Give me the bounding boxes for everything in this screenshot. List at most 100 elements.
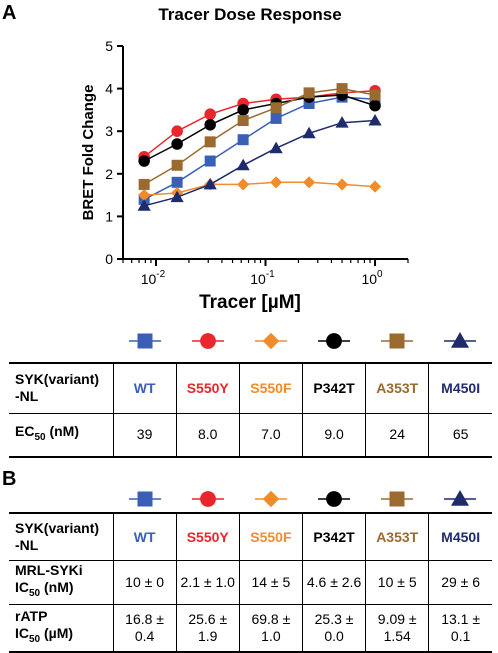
- symbol-p342t: [318, 332, 351, 349]
- mrl-a353t: 10 ± 5: [365, 559, 430, 605]
- symbol-marker: [451, 331, 470, 348]
- point-a353t: [204, 136, 216, 148]
- point-p342t: [171, 138, 183, 150]
- symbol-s550f: [254, 332, 287, 349]
- ec50-s550f: 7.0: [238, 412, 303, 458]
- point-wt: [270, 112, 282, 124]
- symbol-s550y: [191, 332, 224, 349]
- point-m450i: [137, 199, 151, 211]
- ratp-p342t: 25.3 ± 0.0: [301, 603, 367, 653]
- point-wt: [204, 155, 216, 167]
- mrl-p342t: 4.6 ± 2.6: [301, 559, 367, 605]
- row-label-variant: SYK(variant) -NL: [9, 362, 114, 414]
- point-a353t: [336, 83, 348, 95]
- x-axis-label: Tracer [µM]: [199, 292, 301, 313]
- ec50-p342t: 9.0: [301, 412, 367, 458]
- y-tick-label: 2: [105, 166, 113, 182]
- symbol-marker: [389, 333, 405, 348]
- symbol-m450i: [444, 331, 477, 348]
- y-tick-label: 1: [105, 208, 113, 224]
- ec50-a353t: 24: [365, 412, 430, 458]
- variant-b-p342t: P342T: [301, 512, 367, 561]
- point-m450i: [368, 113, 382, 126]
- row-label-ratp: rATP IC50 (µM): [9, 603, 114, 653]
- symbol-marker: [262, 490, 280, 507]
- symbol-b-m450i: [444, 489, 477, 506]
- point-m450i: [302, 126, 316, 139]
- ec50-wt: 39: [112, 412, 177, 458]
- symbol-marker: [137, 491, 153, 506]
- x-tick-label: 10-2: [141, 269, 166, 287]
- variant-b-a353t: A353T: [365, 512, 430, 561]
- variant-b-wt: WT: [112, 512, 177, 561]
- variant-b-m450i: M450I: [428, 512, 492, 561]
- point-s550y: [171, 125, 183, 137]
- panel-a-letter: A: [2, 2, 17, 24]
- ec50-table: [9, 322, 492, 362]
- point-m450i: [203, 177, 217, 190]
- variant-name-s550f: S550F: [238, 362, 303, 414]
- y-tick-label: 3: [105, 123, 113, 139]
- variant-name-row: SYK(variant) -NL WT S550Y S550F P342T A3…: [9, 362, 492, 414]
- point-a353t: [270, 102, 282, 114]
- ratp-s550y: 25.6 ± 1.9: [175, 603, 240, 653]
- row-label-variant-b: SYK(variant) -NL: [9, 512, 114, 561]
- symbol-marker: [326, 332, 342, 349]
- chart-title: Tracer Dose Response: [158, 5, 341, 24]
- symbol-b-p342t: [318, 490, 351, 507]
- point-m450i: [269, 141, 283, 154]
- symbol-marker: [199, 490, 216, 507]
- symbol-b-a353t: [381, 491, 414, 506]
- variant-name-m450i: M450I: [428, 362, 492, 414]
- point-wt: [171, 176, 183, 188]
- ratp-m450i: 13.1 ± 0.1: [428, 603, 492, 653]
- ic50-values-table: SYK(variant) -NL WT S550Y S550F P342T A3…: [9, 512, 492, 653]
- point-s550f: [270, 176, 283, 189]
- point-a353t: [138, 178, 150, 190]
- mrl-sykic50-row: MRL-SYKi IC50 (nM) 10 ± 0 2.1 ± 1.0 14 ± …: [9, 559, 492, 605]
- row-label-ec50: EC50 (nM): [9, 412, 114, 458]
- y-tick-label: 5: [105, 38, 113, 54]
- row-label-mrl: MRL-SYKi IC50 (nM): [9, 559, 114, 605]
- ec50-s550y: 8.0: [175, 412, 240, 458]
- legend-symbol-row-b: [9, 480, 492, 520]
- point-p342t: [138, 155, 150, 167]
- variant-name-a353t: A353T: [365, 362, 430, 414]
- mrl-s550f: 14 ± 5: [238, 559, 303, 605]
- ic50-symbol-table: [9, 480, 492, 520]
- variant-b-s550f: S550F: [238, 512, 303, 561]
- ec50-row: EC50 (nM) 39 8.0 7.0 9.0 24 65: [9, 412, 492, 458]
- point-s550f: [368, 180, 382, 193]
- ratp-a353t: 9.09 ± 1.54: [365, 603, 430, 653]
- symbol-marker: [137, 333, 153, 348]
- symbol-marker: [451, 489, 470, 506]
- symbol-b-s550y: [191, 490, 224, 507]
- panel-b-letter: B: [2, 468, 17, 490]
- symbol-b-s550f: [254, 490, 287, 507]
- point-s550f: [336, 178, 349, 191]
- variant-b-s550y: S550Y: [175, 512, 240, 561]
- symbol-marker: [262, 332, 280, 349]
- symbol-wt: [128, 333, 161, 348]
- point-s550y: [204, 108, 216, 120]
- point-p342t: [369, 99, 381, 112]
- point-m450i: [170, 190, 184, 203]
- mrl-s550y: 2.1 ± 1.0: [175, 559, 240, 605]
- ec50-values-table: SYK(variant) -NL WT S550Y S550F P342T A3…: [9, 362, 492, 458]
- point-s550f: [138, 189, 151, 202]
- point-a353t: [237, 115, 249, 127]
- y-tick-label: 4: [105, 81, 113, 97]
- point-wt: [237, 134, 249, 146]
- y-tick-label: 0: [105, 251, 113, 267]
- point-a353t: [369, 89, 381, 101]
- point-s550f: [303, 176, 316, 189]
- point-p342t: [237, 104, 249, 116]
- legend-symbol-row: [9, 322, 492, 362]
- variant-name-row-b: SYK(variant) -NL WT S550Y S550F P342T A3…: [9, 512, 492, 561]
- series-line-m450i: [144, 119, 376, 207]
- variant-name-wt: WT: [112, 362, 177, 414]
- y-axis-label: BRET Fold Change: [80, 85, 97, 221]
- symbol-marker: [199, 332, 216, 349]
- point-s550f: [237, 178, 250, 191]
- ratp-s550f: 69.8 ± 1.0: [238, 603, 303, 653]
